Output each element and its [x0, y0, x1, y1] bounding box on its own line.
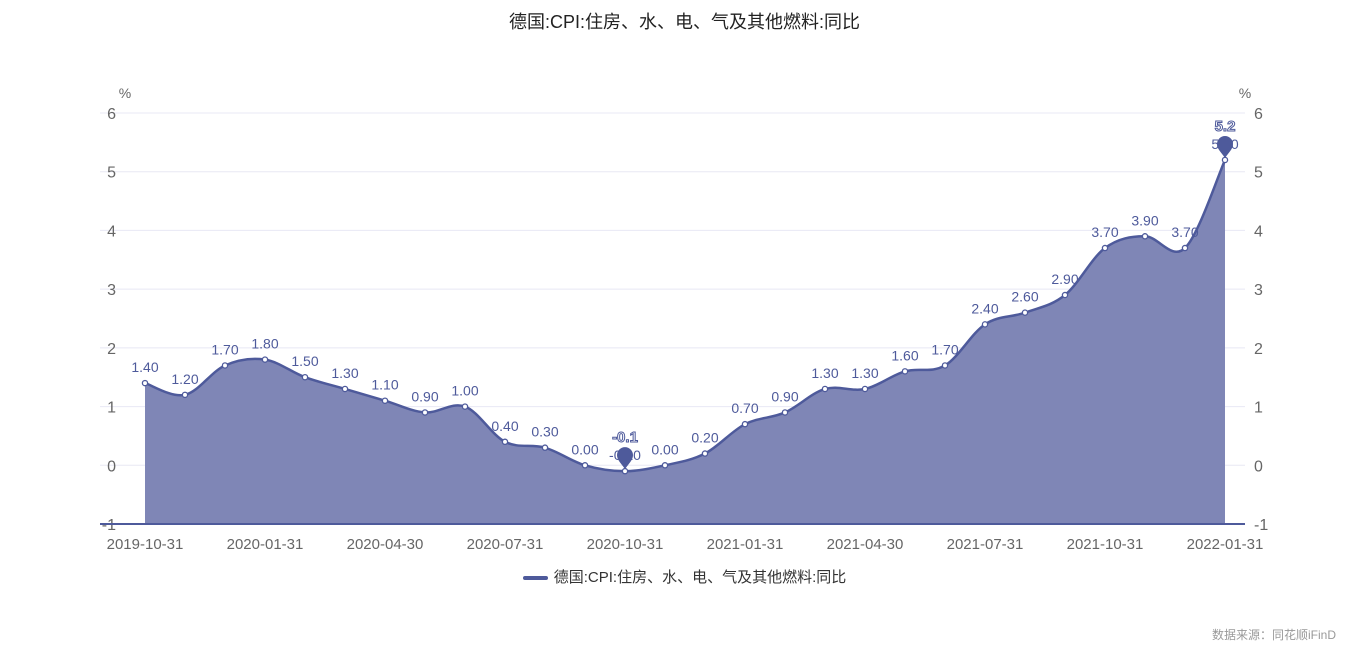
- y-axis-unit-right: %: [1239, 85, 1251, 101]
- data-label: 1.80: [251, 336, 278, 352]
- x-tick-label: 2022-01-31: [1187, 536, 1264, 553]
- y-tick-label-right: 6: [1254, 106, 1263, 123]
- y-tick-label-right: 3: [1254, 282, 1263, 299]
- data-point: [141, 379, 149, 387]
- data-label: 1.50: [291, 353, 318, 369]
- y-tick-label-right: 2: [1254, 341, 1263, 358]
- series-area: [145, 159, 1225, 524]
- y-tick-label-left: 3: [107, 282, 116, 299]
- data-label: 1.70: [931, 341, 958, 357]
- data-point: [981, 321, 989, 328]
- data-label: 0.30: [531, 424, 558, 440]
- y-axis-unit-left: %: [119, 85, 131, 101]
- data-point: [901, 368, 909, 375]
- marker-label-min: -0.1: [612, 429, 638, 446]
- marker-pin-max: [1217, 135, 1233, 158]
- data-point: [1061, 291, 1069, 299]
- data-label: 1.20: [171, 371, 198, 387]
- legend-swatch: [522, 576, 548, 581]
- data-point: [1221, 156, 1229, 164]
- data-point: [341, 385, 349, 393]
- x-tick-label: 2020-10-31: [587, 536, 664, 553]
- data-point: [1181, 244, 1189, 252]
- data-point: [421, 409, 429, 416]
- x-tick-label: 2021-07-31: [947, 536, 1024, 553]
- data-point: [381, 397, 389, 404]
- data-label: 1.10: [371, 377, 398, 393]
- x-tick-label: 2020-04-30: [347, 536, 424, 553]
- data-label: 2.40: [971, 300, 998, 316]
- data-point: [581, 462, 589, 469]
- data-label: 0.40: [491, 418, 518, 434]
- data-point: [501, 438, 509, 446]
- y-tick-label-left: 6: [107, 106, 116, 123]
- y-tick-label-left: 0: [107, 458, 116, 475]
- data-label: 1.00: [451, 383, 478, 399]
- data-label: 0.70: [731, 400, 758, 416]
- marker-label-max: 5.2: [1215, 118, 1236, 135]
- x-tick-label: 2021-10-31: [1067, 536, 1144, 553]
- data-label: 1.30: [811, 365, 838, 381]
- y-tick-label-right: 4: [1254, 223, 1263, 240]
- data-label: 0.00: [571, 441, 598, 457]
- data-label: 1.30: [331, 365, 358, 381]
- data-label: 0.90: [771, 388, 798, 404]
- data-point: [1141, 233, 1149, 240]
- data-point: [1021, 309, 1029, 316]
- data-label: 1.30: [851, 365, 878, 381]
- data-point: [541, 444, 549, 451]
- data-point: [701, 450, 709, 457]
- series-line: [144, 159, 1227, 473]
- chart-title: 德国:CPI:住房、水、电、气及其他燃料:同比: [508, 12, 860, 32]
- data-label: 3.70: [1171, 224, 1198, 240]
- legend-item[interactable]: 德国:CPI:住房、水、电、气及其他燃料:同比: [0, 566, 1369, 587]
- data-point: [261, 356, 269, 363]
- data-point: [181, 391, 189, 399]
- data-label: 3.70: [1091, 224, 1118, 240]
- y-tick-label-right: 1: [1254, 400, 1263, 417]
- data-point: [821, 385, 829, 393]
- y-tick-label-right: -1: [1254, 517, 1268, 534]
- data-point: [461, 403, 469, 410]
- data-source: 数据来源：同花顺iFinD: [1211, 628, 1336, 642]
- data-point: [301, 373, 309, 381]
- data-label: 3.90: [1131, 212, 1158, 228]
- data-label: 0.90: [411, 388, 438, 404]
- data-label: 2.60: [1011, 289, 1038, 305]
- data-point: [221, 362, 229, 369]
- x-tick-label: 2021-01-31: [707, 536, 784, 553]
- y-tick-label-right: 0: [1254, 458, 1263, 475]
- data-point: [741, 420, 749, 428]
- x-tick-label: 2021-04-30: [827, 536, 904, 553]
- data-label: 1.40: [131, 359, 158, 375]
- data-point: [621, 467, 629, 475]
- y-tick-label-left: -1: [102, 517, 116, 534]
- marker-pin-min: [617, 447, 633, 470]
- y-tick-label-left: 5: [107, 165, 116, 182]
- x-tick-label: 2019-10-31: [107, 536, 184, 553]
- data-label: 0.20: [691, 430, 718, 446]
- legend-label: 德国:CPI:住房、水、电、气及其他燃料:同比: [553, 569, 847, 586]
- data-point: [781, 409, 789, 416]
- y-tick-label-left: 4: [107, 223, 116, 240]
- y-tick-label-left: 1: [107, 400, 116, 417]
- y-tick-label-left: 2: [107, 341, 116, 358]
- data-label: 0.00: [651, 441, 678, 457]
- data-label: 2.90: [1051, 271, 1078, 287]
- x-tick-label: 2020-07-31: [467, 536, 544, 553]
- data-label: 1.70: [211, 341, 238, 357]
- x-tick-label: 2020-01-31: [227, 536, 304, 553]
- data-point: [661, 462, 669, 469]
- y-tick-label-right: 5: [1254, 165, 1263, 182]
- data-point: [941, 362, 949, 369]
- data-point: [1101, 244, 1109, 252]
- data-point: [861, 385, 869, 393]
- data-label: 1.60: [891, 347, 918, 363]
